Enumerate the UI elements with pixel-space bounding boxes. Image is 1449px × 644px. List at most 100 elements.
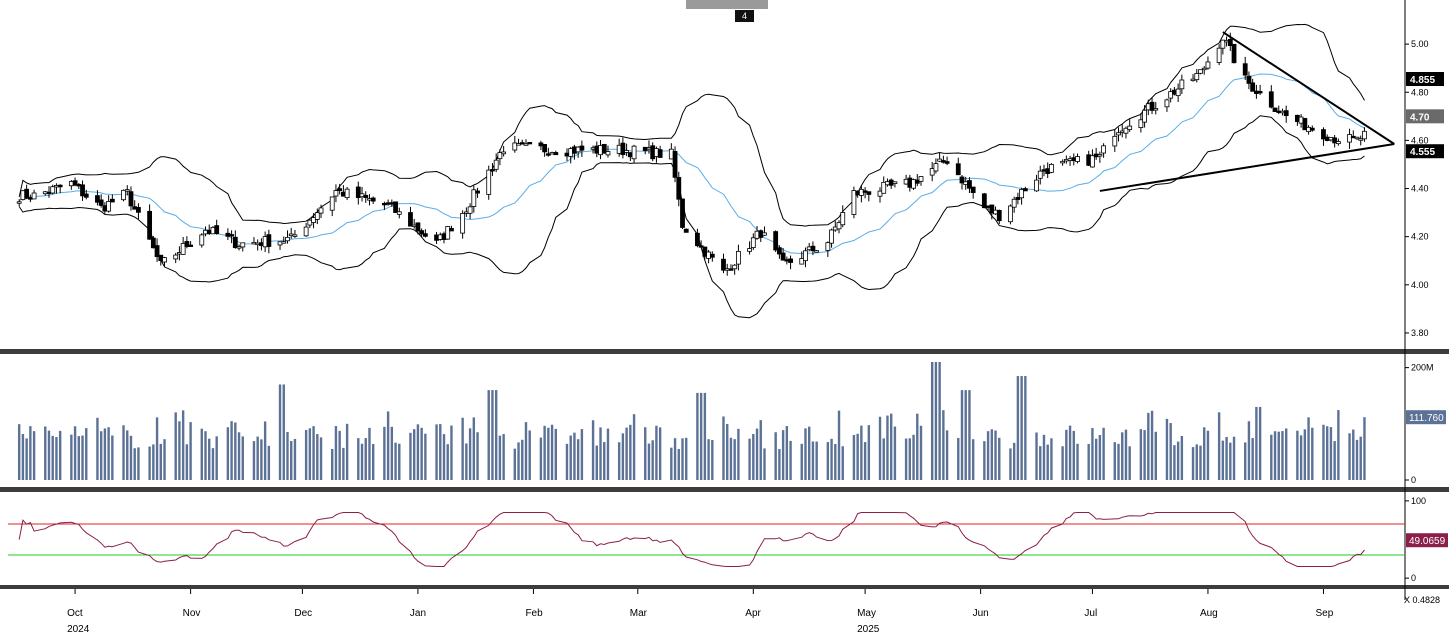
candle-body [154,245,160,258]
candle-body [311,217,316,223]
volume-bar [1087,443,1090,480]
volume-bar [1296,430,1299,480]
volume-bar [1255,406,1258,480]
volume-bar [569,435,572,480]
volume-bar [1206,430,1210,480]
chart-toolbar[interactable]: 4 [686,0,768,22]
volume-bar [372,443,375,480]
volume-bar [316,434,319,480]
volume-bar [826,442,830,480]
volume-bar [1173,445,1176,480]
candle-body [955,163,961,176]
volume-bar [286,431,289,480]
volume-bar [1113,442,1116,480]
candle-body [1302,118,1308,131]
rsi-tick-label: 0 [1411,573,1416,583]
volume-bar [47,430,51,480]
volume-bar [1068,425,1072,480]
volume-bar [599,427,602,480]
volume-bar [1154,431,1157,480]
candle-body [851,190,857,215]
volume-bar [808,426,811,480]
volume-bar [111,435,114,480]
volume-bar [703,392,707,480]
volume-bar [85,428,88,480]
volume-bar [919,425,923,480]
candle-body [303,226,309,237]
volume-bar [252,441,256,480]
volume-bar [1285,428,1288,480]
candle-body [415,222,421,232]
candle-body [232,236,238,249]
volume-bar [778,449,781,480]
volume-bar [573,432,576,480]
volume-bar [733,439,736,480]
volume-bar [968,390,971,480]
price-tick-label: 4.20 [1411,232,1429,242]
volume-bar [51,435,54,480]
toolbar-strip[interactable] [686,0,768,9]
volume-bar [498,435,502,480]
volume-bar [304,430,308,480]
volume-bar [938,362,941,480]
volume-bar [994,430,997,480]
candle-body [1362,130,1367,140]
volume-last-tag [1406,410,1446,425]
volume-bar [889,413,893,480]
last-value-tag [1406,109,1444,124]
volume-tick-label: 200M [1411,363,1434,373]
rsi-last-tag [1406,533,1448,548]
volume-bar [99,431,103,480]
candle-body [95,195,100,203]
candle-body [933,163,939,172]
volume-bar [1020,376,1023,480]
volume-bar [763,448,766,480]
volume-bar [942,410,945,480]
candle-body [162,257,167,263]
volume-bar [1221,440,1225,480]
candle-body [1142,109,1147,123]
candle-body [501,151,507,155]
candle-body [106,201,112,212]
volume-bar [1042,434,1046,480]
candle-body [490,169,495,172]
candle-body [750,237,756,249]
volume-bar [1363,417,1366,480]
volume-bar [655,425,658,480]
candle-body [1164,99,1170,108]
candle-body [624,150,630,153]
candle-body [24,188,30,199]
volume-bar [55,437,58,480]
candle-body [1022,188,1028,192]
last-value-tag-label: 4.70 [1410,112,1430,123]
candle-body [1216,47,1222,63]
volume-bar [278,384,282,480]
volume-bar [830,438,833,480]
volume-bar [1061,446,1064,480]
volume-group [17,362,1366,480]
candle-body [1123,127,1129,134]
volume-bar [863,442,867,480]
candle-body [393,201,398,213]
volume-bar [409,432,412,480]
volume-bar [1281,431,1284,480]
volume-bar [1191,447,1195,480]
volume-bar [673,438,677,480]
bollinger-upper-band [18,23,1365,227]
volume-bar [986,431,990,480]
volume-bar [1333,441,1336,480]
volume-bar [878,416,882,480]
volume-bar [1247,421,1251,480]
volume-bar [1180,436,1184,480]
volume-bar [960,390,964,480]
volume-bar [420,427,423,480]
candle-body [136,206,141,213]
candle-body [1201,67,1207,71]
toolbar-button[interactable]: 4 [735,10,754,22]
candle-body [1179,79,1185,90]
volume-bar [1322,424,1325,480]
candle-body [840,212,846,226]
volume-bar [685,437,688,480]
candle-body [709,253,715,258]
